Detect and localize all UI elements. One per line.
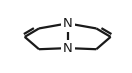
Text: N: N — [63, 42, 72, 55]
Text: N: N — [63, 17, 72, 30]
